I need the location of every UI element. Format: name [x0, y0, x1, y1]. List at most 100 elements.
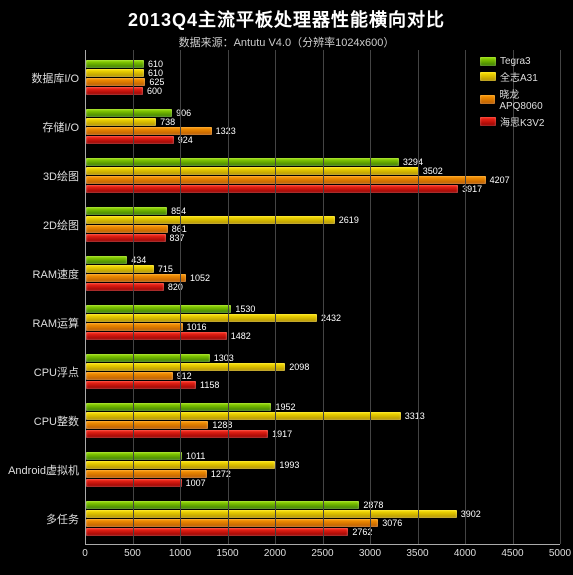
- category-label: 多任务: [46, 511, 79, 527]
- x-tick-label: 3000: [359, 548, 381, 559]
- grid-line: [418, 50, 419, 544]
- bar: [86, 216, 335, 224]
- bar-value-label: 2098: [289, 363, 309, 371]
- grid-line: [275, 50, 276, 544]
- legend: Tegra3 全志A31 晓龙APQ8060 海思K3V2: [480, 56, 560, 131]
- x-tick-label: 4500: [501, 548, 523, 559]
- x-tick-label: 1500: [216, 548, 238, 559]
- bar: [86, 274, 186, 282]
- grid-line: [228, 50, 229, 544]
- bar: [86, 127, 212, 135]
- legend-swatch: [480, 57, 496, 66]
- bar: [86, 430, 268, 438]
- grid-line: [370, 50, 371, 544]
- bar-value-label: 906: [176, 109, 191, 117]
- bar: [86, 256, 127, 264]
- x-axis-line: [85, 544, 560, 545]
- category-label: CPU浮点: [34, 364, 79, 380]
- bar: [86, 69, 144, 77]
- bar-value-label: 1952: [275, 403, 295, 411]
- plot-area: 0500100015002000250030003500400045005000…: [85, 50, 560, 550]
- bar-value-label: 738: [160, 118, 175, 126]
- legend-swatch: [480, 117, 496, 126]
- x-tick-label: 4000: [454, 548, 476, 559]
- bar: [86, 305, 231, 313]
- bar-value-label: 1323: [216, 127, 236, 135]
- legend-label: Tegra3: [500, 56, 531, 67]
- bar-value-label: 1303: [214, 354, 234, 362]
- grid-line: [465, 50, 466, 544]
- bar: [86, 528, 348, 536]
- chart-subtitle: 数据来源：Antutu V4.0（分辨率1024x600）: [0, 34, 573, 50]
- legend-label: 晓龙APQ8060: [499, 86, 560, 112]
- bar: [86, 118, 156, 126]
- bar: [86, 207, 167, 215]
- x-tick-label: 0: [82, 548, 88, 559]
- grid-line: [133, 50, 134, 544]
- bar: [86, 176, 486, 184]
- bar: [86, 314, 317, 322]
- bar-value-label: 1052: [190, 274, 210, 282]
- legend-item: 海思K3V2: [480, 114, 560, 129]
- legend-item: 晓龙APQ8060: [480, 86, 560, 112]
- bar-value-label: 837: [170, 234, 185, 242]
- legend-label: 海思K3V2: [500, 114, 544, 129]
- x-tick-label: 5000: [549, 548, 571, 559]
- category-label: 3D绘图: [43, 168, 79, 184]
- x-tick-label: 500: [124, 548, 141, 559]
- bar: [86, 78, 145, 86]
- bar-value-label: 3294: [403, 158, 423, 166]
- bar: [86, 136, 174, 144]
- bar-value-label: 3076: [382, 519, 402, 527]
- x-tick-label: 3500: [406, 548, 428, 559]
- bar-value-label: 2432: [321, 314, 341, 322]
- chart-title: 2013Q4主流平板处理器性能横向对比: [0, 0, 573, 32]
- bar-value-label: 3313: [405, 412, 425, 420]
- bar: [86, 185, 458, 193]
- bar: [86, 510, 457, 518]
- legend-swatch: [480, 72, 496, 81]
- bar-value-label: 1482: [231, 332, 251, 340]
- grid-line: [180, 50, 181, 544]
- bar-value-label: 2619: [339, 216, 359, 224]
- category-label: RAM运算: [33, 315, 79, 331]
- x-tick-label: 2000: [264, 548, 286, 559]
- bar-value-label: 1993: [279, 461, 299, 469]
- bar-value-label: 1007: [186, 479, 206, 487]
- legend-item: Tegra3: [480, 56, 560, 67]
- bar: [86, 332, 227, 340]
- grid-line: [560, 50, 561, 544]
- bar-value-label: 1011: [186, 452, 205, 460]
- bar: [86, 109, 172, 117]
- bar: [86, 421, 208, 429]
- bar-value-label: 1016: [187, 323, 207, 331]
- bar-value-label: 610: [148, 60, 163, 68]
- bar: [86, 452, 182, 460]
- bar: [86, 363, 285, 371]
- bar: [86, 167, 419, 175]
- x-tick-label: 1000: [169, 548, 191, 559]
- bar: [86, 265, 154, 273]
- bar-value-label: 715: [158, 265, 173, 273]
- bar-value-label: 4207: [490, 176, 510, 184]
- bar-value-label: 2878: [363, 501, 383, 509]
- category-label: 2D绘图: [43, 217, 79, 233]
- bar: [86, 372, 173, 380]
- bar: [86, 60, 144, 68]
- bar: [86, 354, 210, 362]
- category-label: 存储I/O: [42, 119, 79, 135]
- legend-swatch: [480, 95, 495, 104]
- bar-value-label: 600: [147, 87, 162, 95]
- legend-item: 全志A31: [480, 69, 560, 84]
- bar-value-label: 1288: [212, 421, 232, 429]
- bar: [86, 479, 182, 487]
- category-label: 数据库I/O: [31, 70, 79, 86]
- bar-value-label: 3902: [461, 510, 481, 518]
- category-label: Android虚拟机: [8, 462, 79, 478]
- bar-value-label: 854: [171, 207, 186, 215]
- category-label: RAM速度: [33, 266, 79, 282]
- bar-value-label: 1158: [200, 381, 219, 389]
- bar: [86, 519, 378, 527]
- category-label: CPU整数: [34, 413, 79, 429]
- bar: [86, 225, 168, 233]
